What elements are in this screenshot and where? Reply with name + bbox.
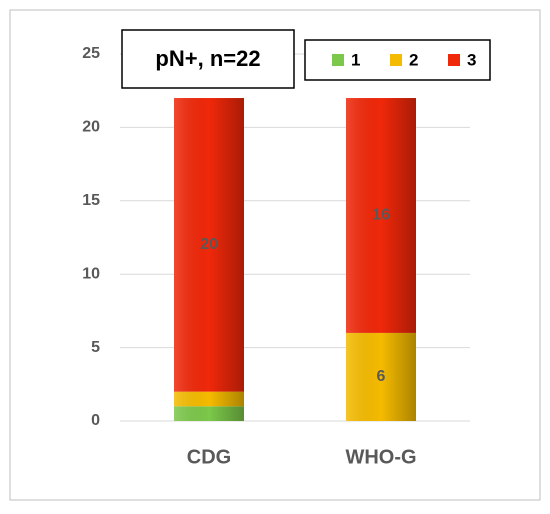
data-label: 6 xyxy=(377,368,386,385)
bars: 20 CDG 6 16 WHO-G xyxy=(174,98,417,468)
chart-title: pN+, n=22 xyxy=(155,46,260,71)
chart-frame xyxy=(9,9,541,501)
bar-shade xyxy=(346,332,416,421)
y-tick-label: 20 xyxy=(82,119,100,136)
bar-shade xyxy=(174,391,244,407)
legend-swatch xyxy=(332,54,344,66)
bar-shade xyxy=(174,98,244,392)
y-tick-label: 15 xyxy=(82,192,100,209)
legend-label: 1 xyxy=(351,50,360,69)
x-tick-label: CDG xyxy=(187,446,231,468)
data-label: 16 xyxy=(372,207,390,224)
data-label: 20 xyxy=(200,236,218,253)
legend-label: 2 xyxy=(409,50,418,69)
bar-shade xyxy=(174,406,244,421)
legend-swatch xyxy=(390,54,402,66)
title-box xyxy=(121,29,295,89)
legend: 1 2 3 xyxy=(332,50,476,69)
legend-swatch xyxy=(448,54,460,66)
y-tick-label: 0 xyxy=(91,412,100,429)
y-tick-label: 5 xyxy=(91,339,100,356)
bar-shade xyxy=(346,98,416,333)
x-tick-label: WHO-G xyxy=(345,446,416,468)
y-tick-label: 25 xyxy=(82,45,100,62)
legend-label: 3 xyxy=(467,50,476,69)
y-tick-label: 10 xyxy=(82,265,100,282)
